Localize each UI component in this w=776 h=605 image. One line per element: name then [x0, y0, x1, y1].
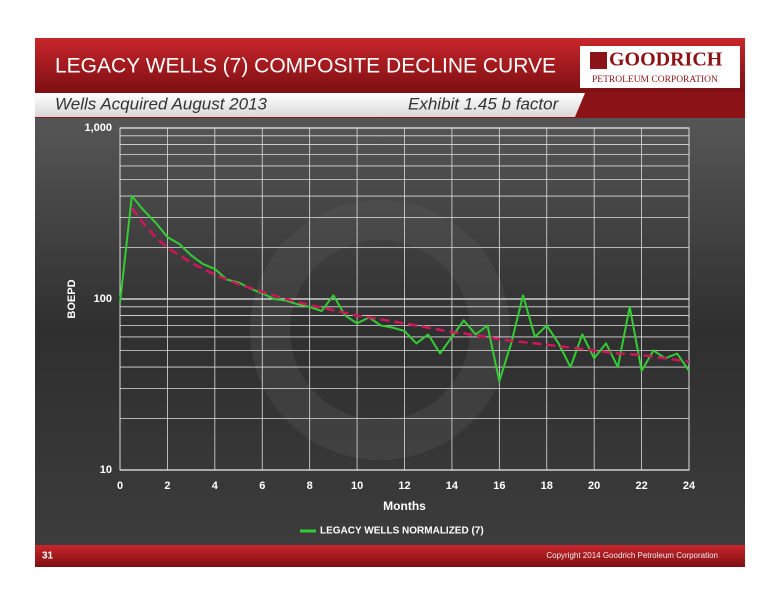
x-axis-label: Months: [383, 499, 426, 513]
x-tick-label: 0: [117, 480, 123, 492]
y-tick-label: 1,000: [84, 122, 112, 134]
x-tick-label: 20: [588, 480, 600, 492]
logo-icon: [590, 52, 607, 69]
x-tick-label: 6: [259, 480, 265, 492]
x-tick-label: 4: [212, 480, 219, 492]
x-tick-label: 22: [635, 480, 647, 492]
page-number: 31: [42, 551, 54, 562]
x-tick-label: 24: [683, 480, 696, 492]
data-line: [119, 195, 690, 383]
logo-name: GOODRICH: [609, 49, 723, 71]
chart-background: [35, 118, 745, 545]
x-tick-label: 10: [351, 480, 363, 492]
logo-sub: PETROLEUM CORPORATION: [592, 75, 718, 85]
y-axis-label: BOEPD: [66, 279, 78, 318]
copyright: Copyright 2014 Goodrich Petroleum Corpor…: [546, 551, 718, 560]
footer-bar: [35, 545, 745, 567]
subtitle-right: Exhibit 1.45 b factor: [408, 94, 560, 113]
watermark: [250, 200, 510, 460]
x-tick-label: 12: [398, 480, 410, 492]
y-tick-label: 10: [100, 464, 112, 476]
y-tick-label: 100: [94, 293, 112, 305]
legend-label: LEGACY WELLS NORMALIZED (7): [320, 526, 484, 537]
slide-title: LEGACY WELLS (7) COMPOSITE DECLINE CURVE: [55, 55, 556, 78]
x-tick-label: 8: [307, 480, 313, 492]
x-tick-label: 16: [493, 480, 505, 492]
subtitle-left: Wells Acquired August 2013: [55, 94, 268, 113]
x-tick-label: 18: [541, 480, 553, 492]
x-tick-label: 14: [446, 480, 459, 492]
data-line: [130, 207, 690, 363]
x-tick-label: 2: [164, 480, 170, 492]
subtitle-bar: [35, 93, 585, 117]
